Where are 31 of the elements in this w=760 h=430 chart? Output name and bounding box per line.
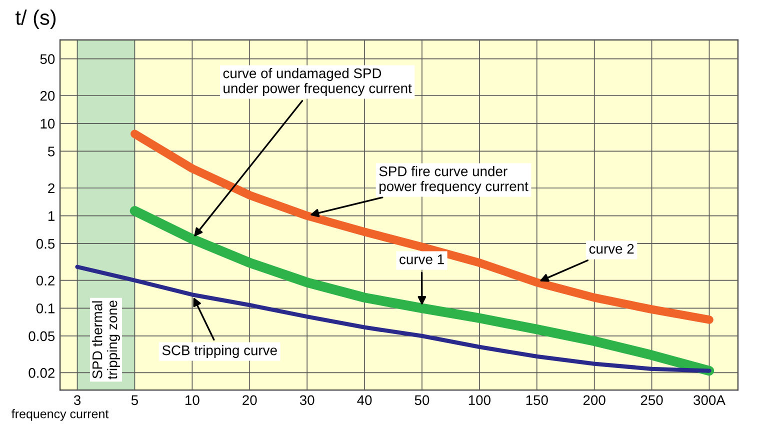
y-tick-label: 5 [48, 146, 55, 156]
annotation: curve 1 [400, 254, 444, 264]
x-tick-label: 20 [242, 395, 257, 406]
x-tick-label: 250 [640, 395, 663, 406]
annotation: curve 2 [589, 244, 634, 254]
x-tick-label: 300A [694, 395, 726, 406]
annotation: SPD fire curve under power frequency current [379, 166, 528, 194]
y-tick-label: 0.05 [28, 331, 55, 342]
x-tick-label: 200 [583, 395, 606, 406]
y-tick-label: 1 [48, 211, 54, 221]
x-tick-label: 3 [74, 395, 81, 406]
band-label: SPD thermal tripping zone [92, 300, 120, 380]
annotation: curve of undamaged SPD under power frequency current [223, 68, 412, 96]
x-tick-label: 50 [414, 395, 430, 406]
y-tick-label: 0.5 [36, 238, 55, 249]
x-tick-label: 40 [357, 395, 372, 406]
y-tick-label: 0.2 [36, 276, 54, 286]
y-axis-title: t/ (s) [16, 10, 56, 30]
x-tick-label: 10 [186, 395, 200, 406]
x-tick-label: 30 [300, 395, 314, 406]
y-tick-label: 50 [40, 54, 55, 64]
y-tick-label: 2 [48, 183, 54, 194]
x-tick-label: 100 [468, 395, 490, 406]
y-tick-label: 20 [40, 90, 55, 101]
x-axis-title: frequency current [12, 409, 109, 421]
y-tick-label: 10 [40, 118, 55, 129]
x-tick-label: 150 [526, 395, 548, 406]
annotation: SCB tripping curve [162, 345, 277, 358]
y-tick-label: 0.02 [28, 368, 54, 378]
y-tick-label: 0.1 [36, 303, 55, 314]
x-tick-label: 5 [131, 395, 138, 406]
